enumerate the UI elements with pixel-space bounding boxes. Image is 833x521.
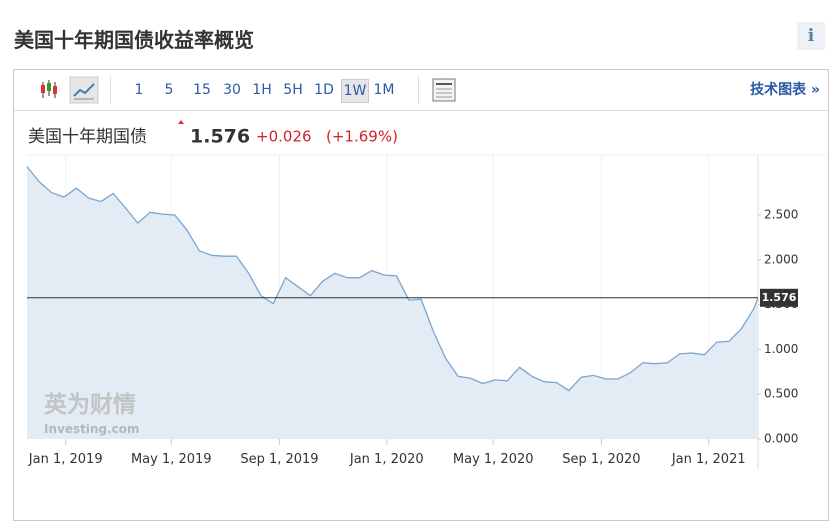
chart-type-icons	[41, 76, 99, 104]
interval-button[interactable]: 1D	[314, 82, 334, 98]
interval-button[interactable]: 1W	[341, 79, 369, 103]
x-tick-label: Sep 1, 2020	[562, 452, 640, 467]
line	[26, 166, 759, 392]
y-tick-label: 2.500	[764, 208, 798, 222]
info-button[interactable]: i	[797, 22, 825, 50]
x-tick-label: Jan 1, 2021	[671, 452, 746, 467]
y-tick-label: 0.000	[764, 432, 798, 446]
line-icon[interactable]	[69, 76, 99, 104]
y-tick-label: 2.000	[764, 252, 798, 266]
quote-name: 美国十年期国债	[28, 127, 147, 147]
interval-button[interactable]: 1H	[252, 82, 272, 98]
x-tick-label: May 1, 2019	[131, 452, 212, 467]
interval-button[interactable]: 1	[134, 82, 144, 98]
quote-change-pct: (+1.69%)	[326, 128, 398, 146]
quote-price: 1.576	[190, 126, 250, 148]
x-tick-label: Sep 1, 2019	[240, 452, 318, 467]
table-icon[interactable]	[428, 70, 468, 110]
candle-icon[interactable]	[41, 80, 57, 98]
y-tick-label: 1.000	[764, 342, 798, 356]
watermark-site: Investing.com	[44, 422, 140, 436]
interval-button[interactable]: 15	[193, 82, 211, 98]
y-tick-label: 0.500	[764, 387, 798, 401]
page: 美国十年期国债收益率概览 i 1 5 15 30 1H 5H 1D 1W 1M	[13, 22, 829, 521]
interval-button[interactable]: 5H	[283, 82, 303, 98]
separator	[418, 76, 419, 104]
separator	[110, 76, 111, 104]
quote-change: +0.026	[256, 128, 312, 146]
page-title: 美国十年期国债收益率概览	[14, 28, 254, 52]
plot: Jan 1, 2019 May 1, 2019 Sep 1, 2019 Jan 1, …	[26, 154, 827, 469]
chart: 美国十年期国债 1.576 +0.026 (+1.69%) Jan 1, 201…	[26, 120, 827, 469]
x-tick-label: May 1, 2020	[453, 452, 534, 467]
interval-button[interactable]: 30	[223, 82, 241, 98]
last-value-box	[760, 288, 798, 307]
technical-chart-link[interactable]: 技术图表 »	[750, 82, 820, 98]
up-arrow	[178, 120, 184, 124]
last-value-label: 1.576	[762, 291, 797, 304]
toolbar: 1 5 15 30 1H 5H 1D 1W 1M 技术图表 »	[14, 70, 828, 111]
interval-button[interactable]: 1M	[373, 82, 395, 98]
interval-button[interactable]: 5	[164, 82, 174, 98]
area	[27, 166, 758, 439]
x-tick-label: Jan 1, 2019	[28, 452, 103, 467]
watermark-brand: 英为财情	[44, 391, 136, 418]
x-tick-label: Jan 1, 2020	[349, 452, 424, 467]
chart-panel: 1 5 15 30 1H 5H 1D 1W 1M 技术图表 »	[13, 69, 829, 521]
